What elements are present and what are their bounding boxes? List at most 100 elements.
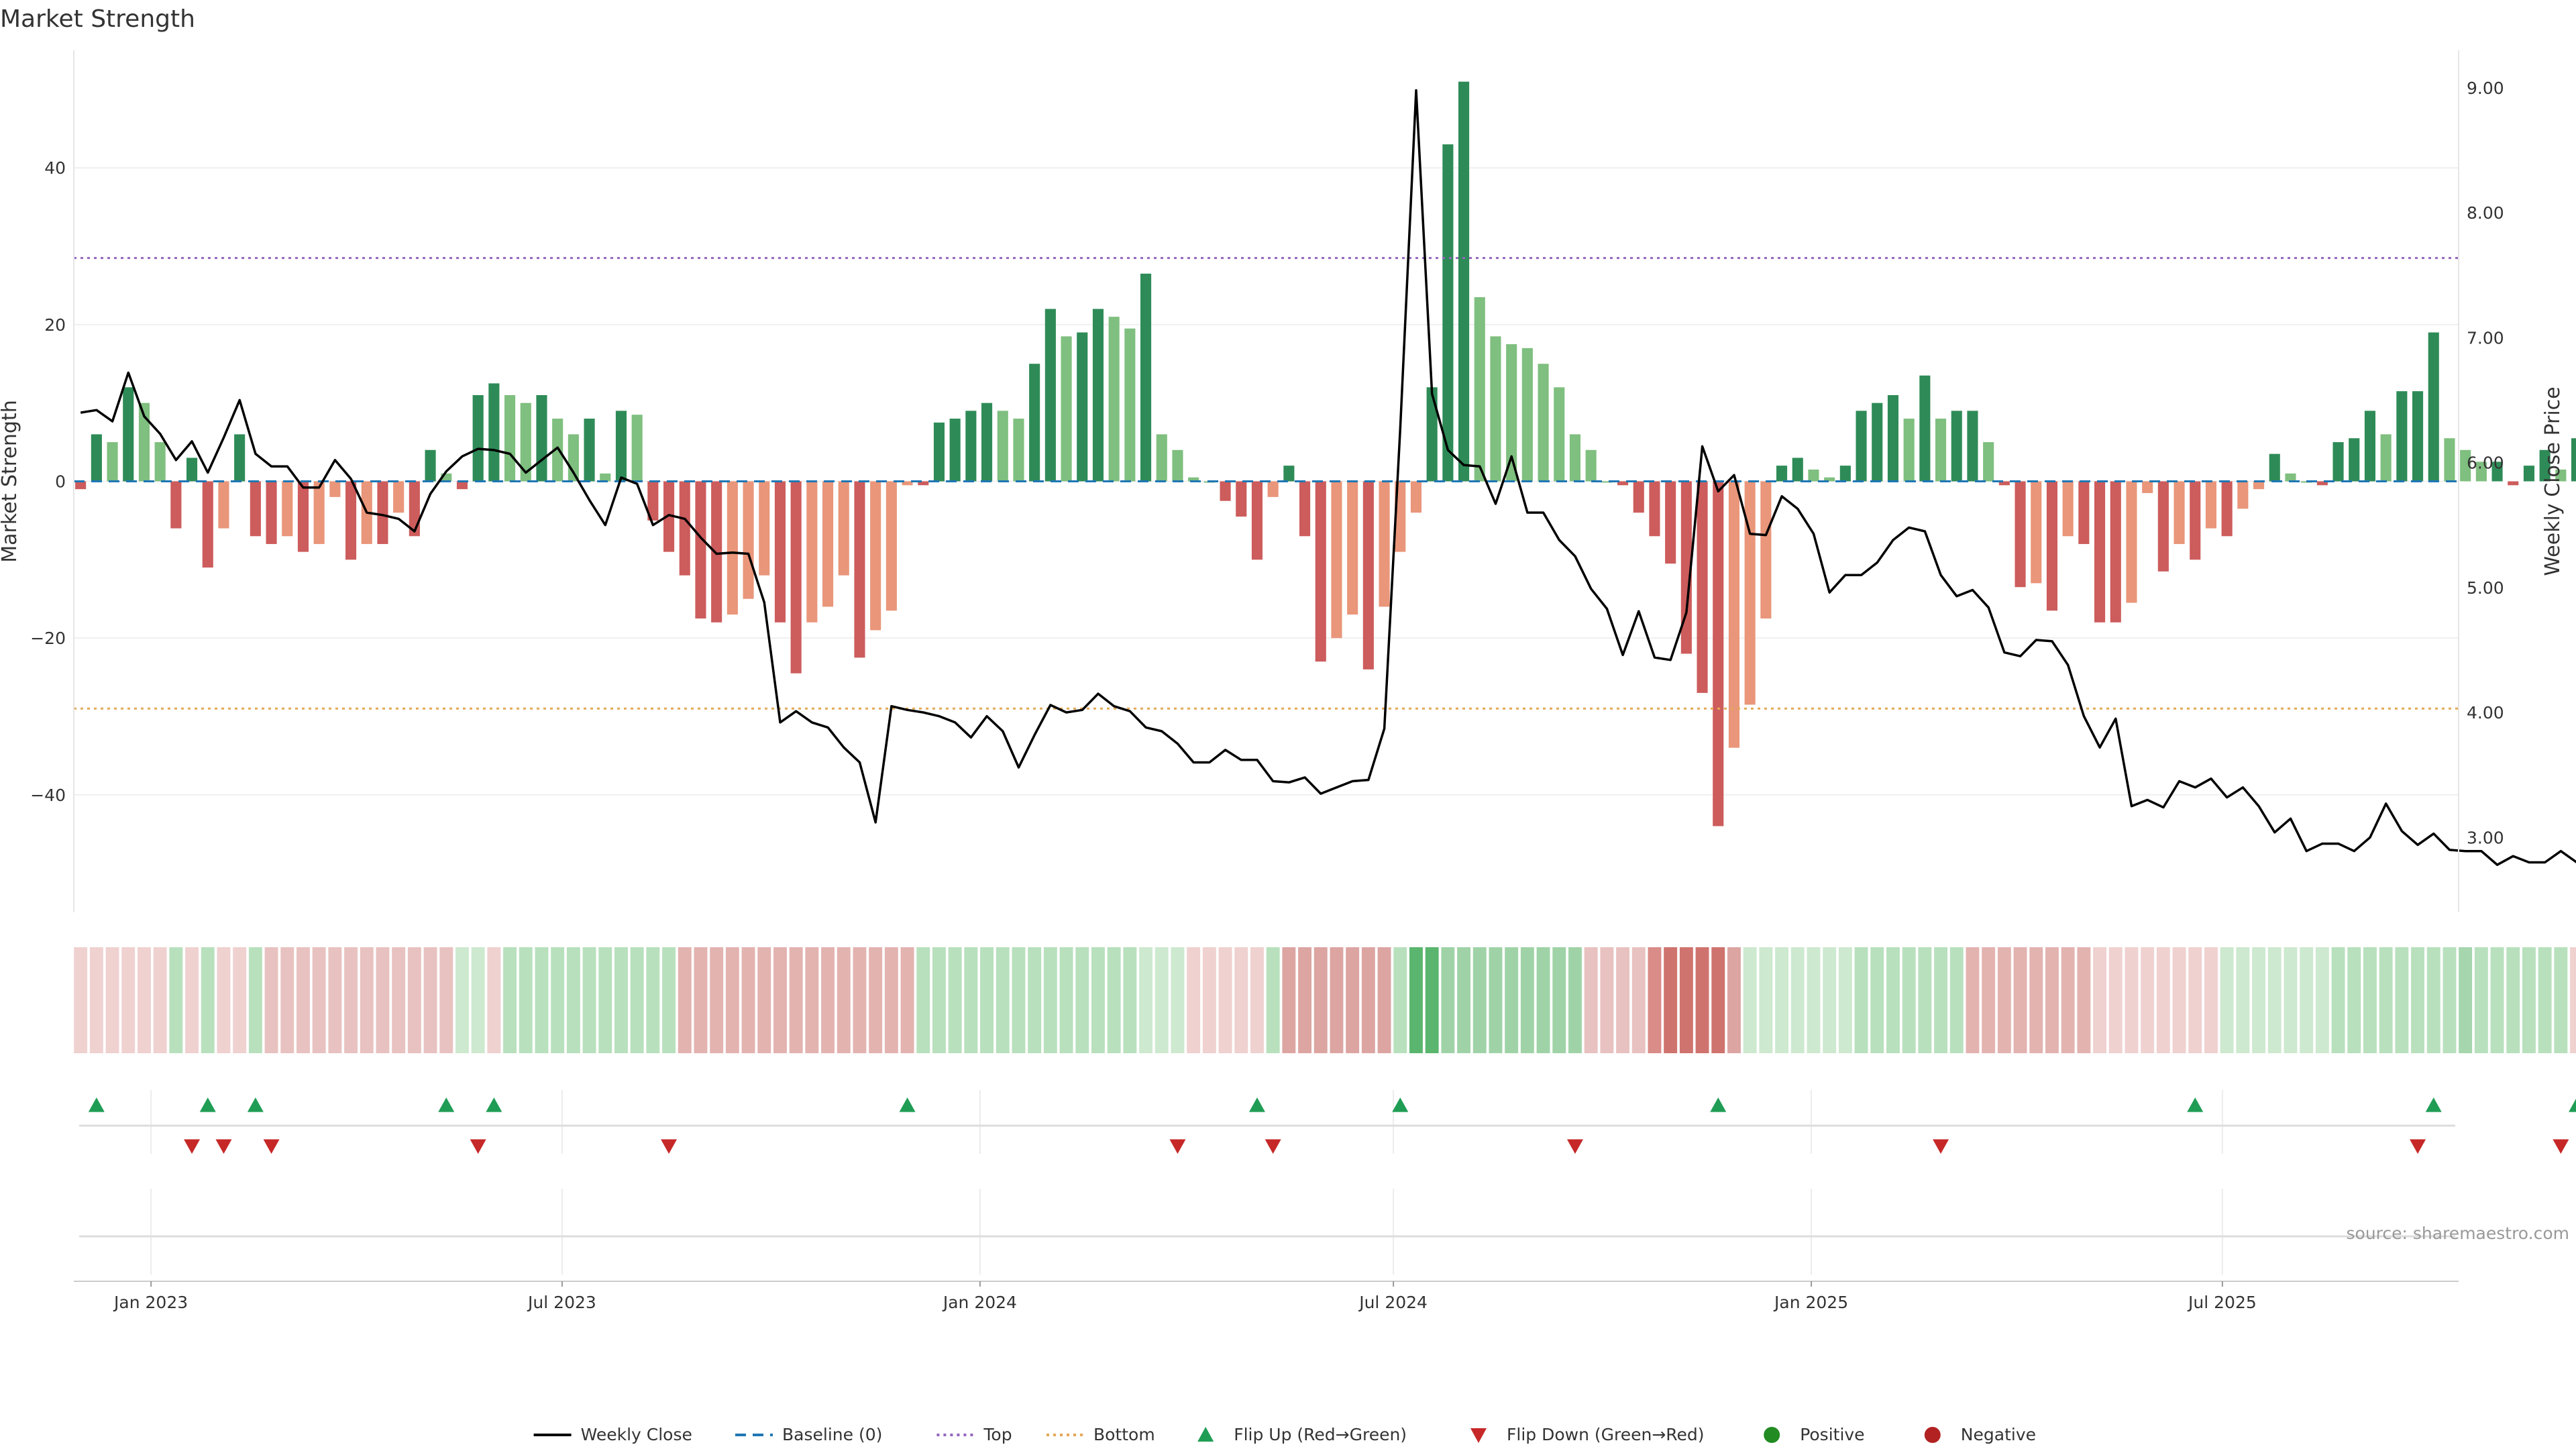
x-tick-label: Jul 2024	[1358, 1293, 1428, 1312]
band-cell	[741, 947, 755, 1053]
band-cell	[598, 947, 612, 1053]
band-cell	[248, 947, 262, 1053]
strength-bar	[1347, 481, 1358, 615]
band-cell	[1123, 947, 1137, 1053]
strength-bar	[663, 481, 675, 552]
strength-bar	[647, 481, 659, 521]
legend-item[interactable]: Top	[936, 1425, 1012, 1444]
band-cell	[996, 947, 1010, 1053]
band-cell	[1202, 947, 1216, 1053]
strength-bar	[107, 442, 118, 482]
strength-bar	[870, 481, 881, 631]
band-cell	[725, 947, 739, 1053]
band-cell	[1966, 947, 1980, 1053]
strength-bar	[981, 402, 993, 482]
legend[interactable]: Weekly Close Baseline (0) Top Bottom Flip Up…	[533, 1425, 2036, 1444]
legend-label: Baseline (0)	[782, 1425, 882, 1444]
band-cell	[582, 947, 596, 1053]
band-cell	[1250, 947, 1264, 1053]
band-cell	[1377, 947, 1391, 1053]
band-cell	[2490, 947, 2504, 1053]
strength-bar	[1172, 449, 1183, 482]
band-cell	[471, 947, 485, 1053]
strength-bar	[631, 415, 643, 482]
strength-bar	[1188, 477, 1199, 482]
strength-bar	[1951, 411, 1962, 482]
strength-bar	[1506, 344, 1517, 482]
strength-bar	[2015, 481, 2026, 588]
band-cell	[2093, 947, 2107, 1053]
strength-bar	[91, 434, 102, 482]
strength-bar	[1728, 481, 1740, 748]
band-cell	[2236, 947, 2250, 1053]
legend-item[interactable]: Negative	[1924, 1425, 2036, 1444]
strength-bar	[695, 481, 706, 619]
band-cell	[1218, 947, 1232, 1053]
band-cell	[1775, 947, 1789, 1053]
band-cell	[932, 947, 946, 1053]
flip-down-marker	[2410, 1139, 2426, 1154]
band-cell	[2013, 947, 2027, 1053]
strength-bar	[1776, 466, 1788, 482]
legend-item[interactable]: Flip Up (Red→Green)	[1197, 1425, 1407, 1444]
legend-item[interactable]: Weekly Close	[533, 1425, 692, 1444]
strength-bar	[1490, 336, 1501, 482]
strength-band	[74, 947, 2576, 1053]
strength-bar	[615, 411, 627, 482]
strength-bar	[1474, 297, 1485, 482]
band-cell	[1727, 947, 1741, 1053]
y-right-tick-label: 6.00	[2467, 453, 2504, 473]
legend-item[interactable]: Bottom	[1046, 1425, 1155, 1444]
band-cell	[1902, 947, 1916, 1053]
strength-bar	[138, 402, 150, 482]
strength-bar	[1903, 419, 1915, 482]
band-cell	[519, 947, 533, 1053]
flip-up-marker	[2569, 1098, 2576, 1112]
legend-item[interactable]: Baseline (0)	[735, 1425, 882, 1444]
band-cell	[1743, 947, 1757, 1053]
x-axis: Jan 2023 Jul 2023 Jan 2024 Jul 2024 Jan 2025…	[74, 1281, 2459, 1312]
band-cell	[2045, 947, 2059, 1053]
band-cell	[1568, 947, 1582, 1053]
y-left-tick-label: 0	[55, 472, 66, 492]
band-cell	[1870, 947, 1884, 1053]
band-cell	[2570, 947, 2576, 1053]
strength-bar	[1331, 481, 1342, 639]
x-tick-label: Jan 2025	[1773, 1293, 1848, 1312]
strength-bar	[234, 434, 246, 482]
band-cell	[1139, 947, 1153, 1053]
y-left-tick-label: −20	[30, 629, 66, 648]
strength-bar	[1140, 273, 1152, 482]
band-cell	[773, 947, 787, 1053]
band-cell	[2426, 947, 2440, 1053]
strength-bar	[75, 481, 87, 490]
band-cell	[1075, 947, 1089, 1053]
legend-item[interactable]: Flip Down (Green→Red)	[1470, 1425, 1705, 1444]
band-cell	[2331, 947, 2345, 1053]
strength-bar	[774, 481, 786, 623]
flip-up-marker	[2187, 1097, 2204, 1112]
band-cell	[1234, 947, 1248, 1053]
flip-down-marker	[215, 1139, 232, 1154]
band-cell	[185, 947, 199, 1053]
y-left-tick-label: 20	[44, 315, 66, 335]
band-cell	[1520, 947, 1534, 1053]
band-cell	[1028, 947, 1042, 1053]
band-cell	[662, 947, 676, 1053]
band-cell	[201, 947, 215, 1053]
legend-item[interactable]: Positive	[1764, 1425, 1865, 1444]
flip-down-marker	[184, 1139, 201, 1154]
band-cell	[455, 947, 469, 1053]
band-cell	[1457, 947, 1471, 1053]
band-cell	[2061, 947, 2075, 1053]
strength-bar	[1569, 434, 1581, 482]
band-cell	[1313, 947, 1328, 1053]
strength-bar	[1267, 481, 1279, 497]
band-cell	[2459, 947, 2473, 1053]
band-cell	[2029, 947, 2043, 1053]
strength-bars	[75, 81, 2576, 826]
band-cell	[233, 947, 247, 1053]
strength-bar	[488, 383, 500, 482]
legend-label: Top	[983, 1425, 1012, 1444]
x-tick-label: Jan 2023	[113, 1293, 188, 1312]
